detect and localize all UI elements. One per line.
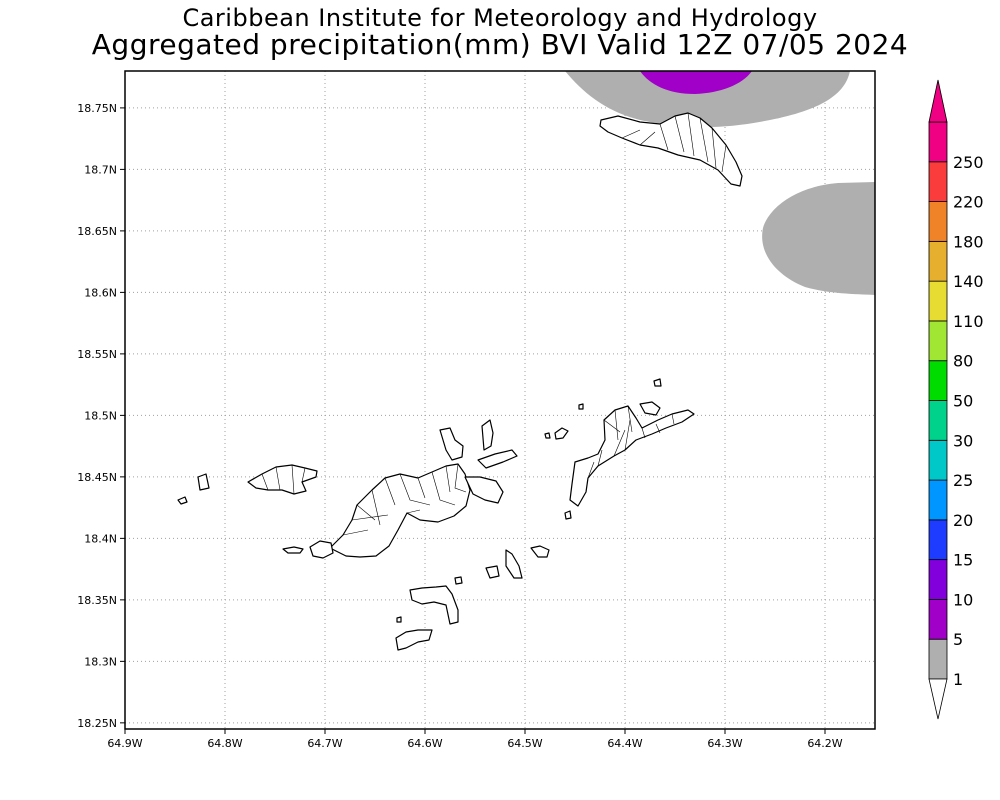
colorbar-segment xyxy=(928,121,948,163)
precip-area-north xyxy=(565,71,850,127)
x-tick-label: 64.5W xyxy=(507,737,542,750)
island-virgin-gorda xyxy=(569,405,695,507)
island-great-camanoe xyxy=(481,419,494,451)
island-necker xyxy=(653,378,662,387)
island-marina-cay xyxy=(544,432,551,439)
island-tortola xyxy=(329,463,471,558)
colorbar-level-label: 250 xyxy=(953,153,984,172)
x-tick-label: 64.7W xyxy=(307,737,342,750)
y-tick-label: 18.65N xyxy=(77,225,117,238)
y-tick-label: 18.7N xyxy=(84,163,117,176)
island-thatch xyxy=(282,546,304,554)
colorbar-segment xyxy=(928,400,948,441)
land-subdivisions xyxy=(261,112,727,536)
colorbar-level-label: 140 xyxy=(953,272,984,291)
y-tick-label: 18.35N xyxy=(77,594,117,607)
x-tick-label: 64.9W xyxy=(107,737,142,750)
colorbar-segment xyxy=(928,599,948,640)
colorbar-level-label: 80 xyxy=(953,352,973,371)
island-ginger xyxy=(505,549,523,579)
colorbar-level-label: 30 xyxy=(953,431,973,450)
colorbar-level-label: 1 xyxy=(953,670,963,689)
colorbar-level-label: 25 xyxy=(953,471,973,490)
colorbar-segment xyxy=(928,360,948,401)
colorbar-level-label: 20 xyxy=(953,511,973,530)
map-frame xyxy=(124,70,876,730)
precip-layer xyxy=(565,71,875,295)
island-dog xyxy=(578,403,584,410)
coastlines xyxy=(177,112,743,651)
colorbar-level-label: 15 xyxy=(953,551,973,570)
y-tick-label: 18.75N xyxy=(77,102,117,115)
colorbar-segment xyxy=(928,201,948,242)
island-guana xyxy=(439,427,464,461)
colorbar-level-label: 180 xyxy=(953,232,984,251)
colorbar-segment xyxy=(928,559,948,600)
x-tick-label: 64.4W xyxy=(607,737,642,750)
island-sandy-cay xyxy=(177,496,188,505)
precip-core-north xyxy=(640,71,752,94)
island-beef xyxy=(464,476,504,504)
y-tick-label: 18.5N xyxy=(84,409,117,422)
colorbar-level-label: 10 xyxy=(953,590,973,609)
colorbar-segment xyxy=(928,240,948,282)
island-jost-van-dyke xyxy=(247,464,318,495)
y-tick-label: 18.25N xyxy=(77,717,117,730)
y-tick-label: 18.6N xyxy=(84,286,117,299)
island-pelican xyxy=(396,616,402,623)
x-tick-label: 64.2W xyxy=(807,737,842,750)
y-tick-label: 18.4N xyxy=(84,532,117,545)
island-scrub xyxy=(477,449,518,469)
precip-area-east xyxy=(762,182,875,295)
colorbar-segment xyxy=(928,439,948,481)
island-norman xyxy=(395,629,433,651)
colorbar-segment xyxy=(928,638,948,680)
title-institute: Caribbean Institute for Meteorology and … xyxy=(182,4,818,32)
y-tick-label: 18.45N xyxy=(77,471,117,484)
y-tick-label: 18.55N xyxy=(77,348,117,361)
colorbar-segment xyxy=(928,161,948,202)
colorbar-min-arrow xyxy=(928,678,948,720)
colorbar-max-arrow xyxy=(928,79,948,123)
island-dead-chest xyxy=(454,576,463,585)
island-beef-east xyxy=(554,427,569,440)
island-mosquito xyxy=(639,401,661,416)
colorbar-level-label: 5 xyxy=(953,630,963,649)
y-tick-label: 18.3N xyxy=(84,655,117,668)
title-product: Aggregated precipitation(mm) BVI Valid 1… xyxy=(91,28,909,61)
island-salt xyxy=(485,565,500,579)
x-tick-label: 64.6W xyxy=(407,737,442,750)
colorbar-segment xyxy=(928,519,948,561)
colorbar-segment xyxy=(928,280,948,322)
island-anegada xyxy=(599,112,743,187)
island-peter xyxy=(409,585,459,625)
island-fallen-jerusalem xyxy=(564,510,572,520)
map-axes: 64.9W 64.8W 64.7W 64.6W 64.5W 64.4W 64.3W 64.2W… xyxy=(77,70,876,750)
map-grid xyxy=(124,71,875,729)
colorbar-level-label: 110 xyxy=(953,312,984,331)
island-little-jost xyxy=(197,473,210,491)
colorbar-level-label: 50 xyxy=(953,392,973,411)
colorbar-segment xyxy=(928,320,948,362)
island-cooper xyxy=(530,545,550,558)
x-tick-label: 64.8W xyxy=(207,737,242,750)
colorbar-level-label: 220 xyxy=(953,193,984,212)
island-west-end xyxy=(309,540,334,559)
colorbar-segment xyxy=(928,479,948,521)
x-tick-label: 64.3W xyxy=(707,737,742,750)
